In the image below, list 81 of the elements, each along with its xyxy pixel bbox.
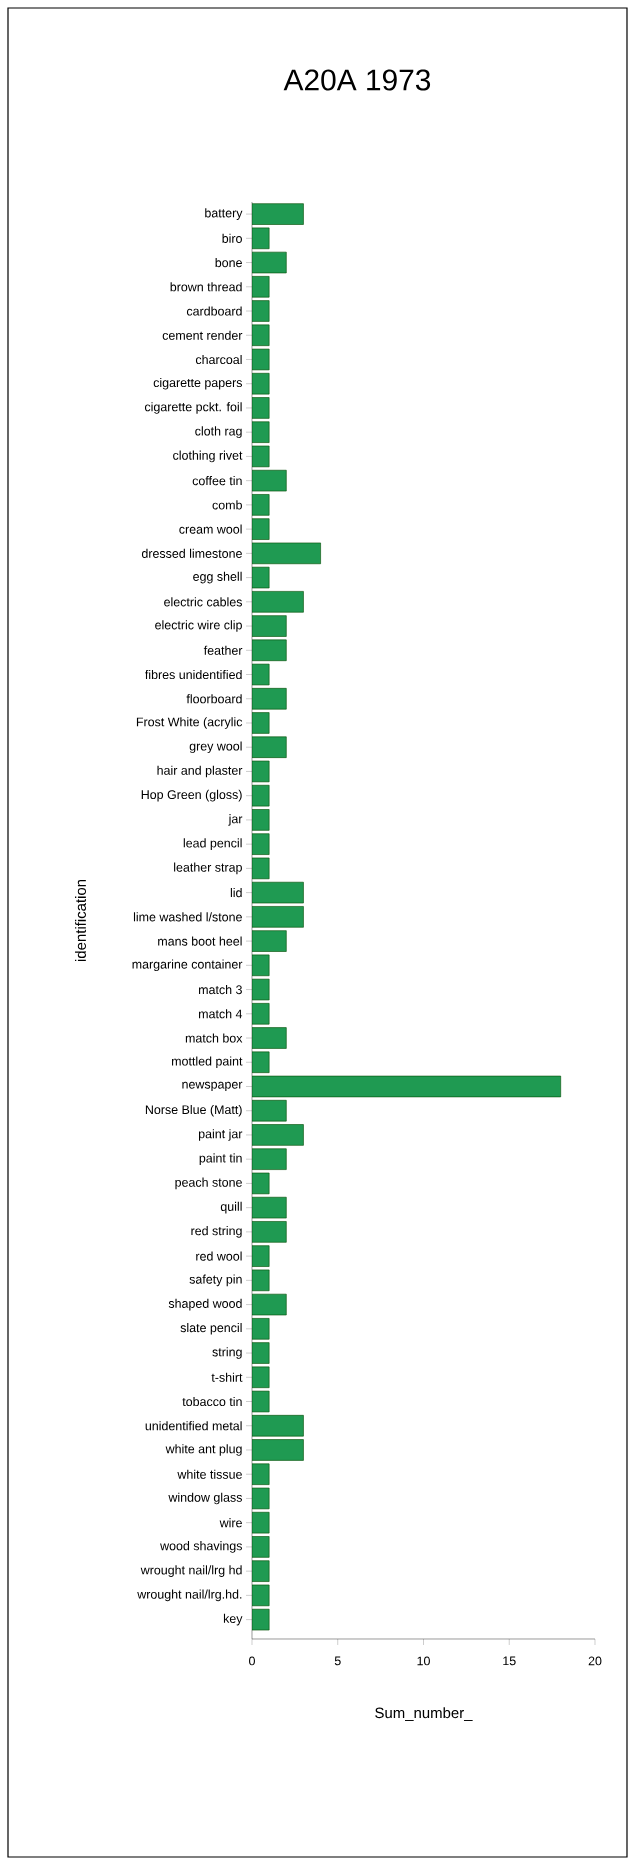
y-tick-label: cream wool (179, 524, 242, 534)
y-tick-label: cigarette papers (153, 377, 243, 390)
y-tick-label: fibres unidentified (145, 669, 242, 680)
x-tick-label: 10 (417, 1656, 430, 1666)
y-tick-label: t-shirt (211, 1372, 243, 1382)
y-tick-label: paint tin (199, 1153, 242, 1165)
y-axis-title: identification (75, 879, 86, 962)
y-tick-label: paint jar (198, 1129, 243, 1141)
bar (252, 1439, 304, 1461)
x-tick-label: 15 (503, 1656, 516, 1666)
y-tick-label: comb (212, 500, 242, 510)
x-tick-label: 0 (249, 1656, 255, 1666)
y-tick-label: mans boot heel (158, 936, 242, 946)
y-tick-label: newspaper (182, 1081, 243, 1092)
bar (252, 906, 304, 928)
y-tick-label: mottled paint (172, 1056, 243, 1069)
y-tick-label: dressed limestone (141, 548, 242, 558)
y-tick-label: charcoal (195, 354, 242, 365)
y-tick-label: peach stone (175, 1177, 242, 1190)
y-tick-label: cardboard (186, 306, 242, 316)
y-tick-label: unidentified metal (145, 1421, 242, 1431)
y-tick-label: match 4 (199, 1009, 243, 1019)
y-tick-label: lead pencil (183, 838, 242, 850)
bar (252, 591, 304, 613)
y-tick-label: white tissue (177, 1469, 242, 1479)
bar (252, 1124, 304, 1146)
bar (252, 688, 287, 710)
y-tick-label: quill (220, 1201, 242, 1214)
y-tick-label: margarine container (132, 959, 243, 972)
y-tick-label: wire (219, 1518, 242, 1528)
y-tick-label: string (212, 1347, 242, 1359)
y-tick-label: key (223, 1613, 243, 1626)
y-tick-label: electric wire clip (155, 620, 242, 632)
y-tick-label: Norse Blue (Matt) (145, 1104, 242, 1117)
bar (252, 930, 287, 952)
bar (252, 615, 287, 637)
bar (252, 1075, 561, 1098)
y-tick-label: clothing rivet (173, 450, 243, 463)
y-tick-label: match 3 (199, 984, 242, 995)
y-tick-label: red wool (196, 1251, 242, 1261)
y-tick-label: feather (203, 645, 243, 655)
y-tick-label: cement render (162, 330, 243, 340)
x-tick-label: 20 (588, 1656, 602, 1666)
y-tick-label: cigarette pckt. foil (144, 402, 242, 414)
bar (252, 1027, 287, 1049)
bar (252, 203, 304, 225)
x-tick-label: 5 (334, 1656, 341, 1666)
y-tick-label: wrought nail/lrg hd (140, 1565, 242, 1577)
bar (252, 736, 287, 758)
y-tick-label: bone (215, 257, 242, 268)
y-tick-label: battery (205, 208, 243, 220)
y-tick-label: Hop Green (gloss) (141, 789, 242, 802)
y-tick-label: window glass (168, 1492, 242, 1505)
y-tick-label: biro (222, 233, 242, 243)
y-tick-label: electric cables (164, 597, 243, 607)
y-tick-label: shaped wood (168, 1298, 242, 1311)
chart-title: A20A 1973 (283, 69, 431, 91)
y-tick-label: coffee tin (192, 476, 242, 486)
bar (252, 1221, 287, 1243)
y-tick-label: safety pin (189, 1274, 242, 1287)
y-tick-label: grey wool (189, 741, 242, 754)
y-tick-label: white ant plug (165, 1444, 242, 1456)
y-tick-label: Frost White (acrylic (136, 717, 243, 729)
y-tick-label: match box (185, 1033, 243, 1043)
y-tick-label: jar (228, 814, 243, 826)
y-tick-label: floorboard (186, 694, 242, 704)
y-tick-label: egg shell (193, 571, 242, 584)
bar (252, 1415, 304, 1437)
y-tick-label: wood shavings (160, 1541, 242, 1553)
y-tick-label: wrought nail/lrg.hd. (137, 1589, 242, 1602)
y-tick-label: lid (230, 888, 242, 898)
y-tick-label: lime washed l/stone (133, 912, 242, 922)
x-axis-title: Sum_number_ (375, 1707, 473, 1721)
y-tick-label: hair and plaster (157, 765, 243, 778)
bar (252, 1148, 287, 1170)
y-tick-label: red string (191, 1226, 242, 1238)
y-tick-label: cloth rag (195, 426, 242, 438)
y-tick-label: slate pencil (180, 1323, 242, 1335)
y-tick-label: tobacco tin (182, 1396, 242, 1407)
y-tick-label: brown thread (170, 282, 242, 292)
y-tick-label: leather strap (174, 862, 242, 875)
